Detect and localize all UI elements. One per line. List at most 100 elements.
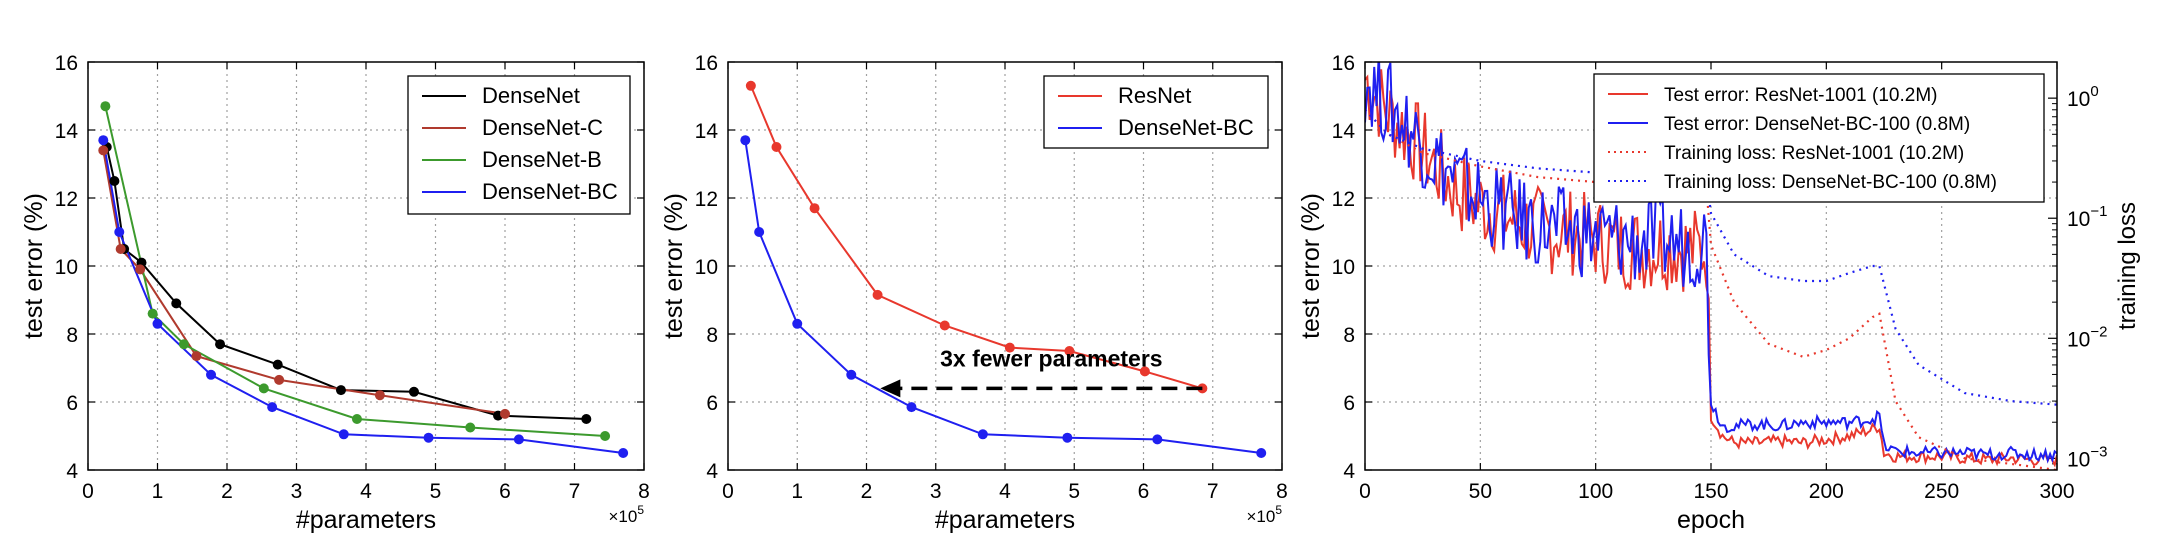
y-right-tick-base: 10 xyxy=(2067,88,2090,111)
data-point xyxy=(135,264,146,275)
y-tick-label: 16 xyxy=(1332,52,1355,75)
y-right-tick-base: 10 xyxy=(2067,328,2090,351)
x-tick-label: 8 xyxy=(638,480,650,503)
plot-frame xyxy=(727,61,1283,471)
data-point xyxy=(465,422,476,433)
y-tick-label: 12 xyxy=(55,188,78,211)
data-point xyxy=(98,135,109,146)
legend-box xyxy=(1043,75,1269,149)
legend-label: Test error: ResNet-1001 (10.2M) xyxy=(1664,85,1938,106)
x-multiplier: ×105 xyxy=(1246,503,1282,526)
data-point xyxy=(1004,342,1015,353)
data-point xyxy=(771,142,782,152)
legend-label: DenseNet-B xyxy=(482,147,602,172)
data-point xyxy=(809,203,820,214)
x-tick-label: 7 xyxy=(1207,480,1219,503)
data-point xyxy=(423,432,434,443)
y-right-tick-exp: −2 xyxy=(2090,323,2107,340)
legend-box xyxy=(1593,73,2045,203)
y-right-tick-label: 10−3 xyxy=(2067,443,2107,471)
x-tick-label: 5 xyxy=(430,480,442,503)
data-point xyxy=(215,339,226,350)
legend-label: Training loss: ResNet-1001 (10.2M) xyxy=(1664,143,1964,164)
legend: ResNet DenseNet-BC xyxy=(1043,75,1269,149)
y-tick-label: 6 xyxy=(706,392,718,415)
legend-label: Test error: DenseNet-BC-100 (0.8M) xyxy=(1664,114,1970,135)
legend: Test error: ResNet-1001 (10.2M) Test erro… xyxy=(1593,73,2045,203)
x-tick-label: 5 xyxy=(1068,480,1080,503)
data-point xyxy=(178,339,189,350)
y-tick-label: 14 xyxy=(1332,120,1356,143)
data-point xyxy=(1256,448,1267,458)
data-point xyxy=(272,359,283,370)
y-right-tick-base: 10 xyxy=(2067,208,2090,231)
x-tick-label: 8 xyxy=(1276,480,1288,503)
y-axis-label: test error (%) xyxy=(1297,193,1325,339)
x-tick-label: 4 xyxy=(360,480,372,503)
x-tick-label: 300 xyxy=(2039,480,2074,503)
x-tick-label: 7 xyxy=(569,480,581,503)
y-tick-label: 10 xyxy=(695,256,718,279)
x-multiplier: ×105 xyxy=(608,503,644,526)
x-multiplier-base: ×10 xyxy=(1246,507,1275,526)
x-tick-label: 250 xyxy=(1924,480,1959,503)
legend-label: DenseNet xyxy=(482,83,580,108)
x-tick-label: 1 xyxy=(791,480,803,503)
x-multiplier-exp: 5 xyxy=(1275,503,1282,517)
x-axis-label: #parameters xyxy=(296,506,436,534)
x-tick-label: 150 xyxy=(1693,480,1728,503)
y-right-tick-label: 100 xyxy=(2067,83,2099,111)
data-point xyxy=(191,351,202,362)
legend-label: ResNet xyxy=(1118,83,1191,108)
data-point xyxy=(408,386,419,397)
data-point xyxy=(740,135,751,146)
data-point xyxy=(872,289,883,300)
y-axis-label: test error (%) xyxy=(660,193,688,339)
legend-label: DenseNet-BC xyxy=(482,179,618,204)
data-point xyxy=(906,402,917,413)
x-multiplier-base: ×10 xyxy=(608,507,637,526)
annotation-text: 3x fewer parameters xyxy=(940,345,1162,371)
x-axis-label: #parameters xyxy=(935,506,1075,534)
data-point xyxy=(618,448,629,458)
y-right-tick-exp: −1 xyxy=(2090,203,2107,220)
y-axis-label: test error (%) xyxy=(20,193,48,339)
y-tick-label: 12 xyxy=(1332,188,1355,211)
data-point xyxy=(513,434,524,445)
data-point xyxy=(100,101,111,112)
series-line-2 xyxy=(1365,62,2057,464)
x-tick-label: 0 xyxy=(82,480,94,503)
data-point xyxy=(335,385,346,396)
data-point xyxy=(171,298,182,309)
x-tick-label: 50 xyxy=(1469,480,1492,503)
x-tick-label: 6 xyxy=(1138,480,1150,503)
data-point xyxy=(581,414,592,424)
y-tick-label: 4 xyxy=(706,460,718,483)
series-line-3 xyxy=(1365,109,2057,470)
data-point xyxy=(267,402,278,413)
y-tick-label: 14 xyxy=(695,120,719,143)
x-tick-label: 0 xyxy=(722,480,734,503)
x-tick-label: 2 xyxy=(221,480,233,503)
y-tick-label: 8 xyxy=(706,324,718,347)
data-point xyxy=(114,227,125,237)
series-line-1 xyxy=(1365,69,2057,468)
data-point xyxy=(846,369,857,380)
chart-panel-3: 0 50 100 150 200 250 3004681012141610010−110−2… xyxy=(1297,52,2141,534)
plot-frame xyxy=(1364,61,2058,471)
y-axis-label-right: training loss xyxy=(2114,202,2141,330)
x-multiplier-exp: 5 xyxy=(637,503,644,517)
data-point xyxy=(147,308,158,319)
y-tick-label: 8 xyxy=(66,324,78,347)
data-point xyxy=(1152,434,1163,445)
x-tick-label: 2 xyxy=(861,480,873,503)
x-tick-label: 6 xyxy=(499,480,511,503)
data-point xyxy=(274,374,285,385)
y-tick-label: 12 xyxy=(695,188,718,211)
legend-label: DenseNet-BC xyxy=(1118,115,1254,140)
data-point xyxy=(98,145,109,156)
annotation-arrow-head xyxy=(880,379,901,398)
data-point xyxy=(109,176,120,186)
